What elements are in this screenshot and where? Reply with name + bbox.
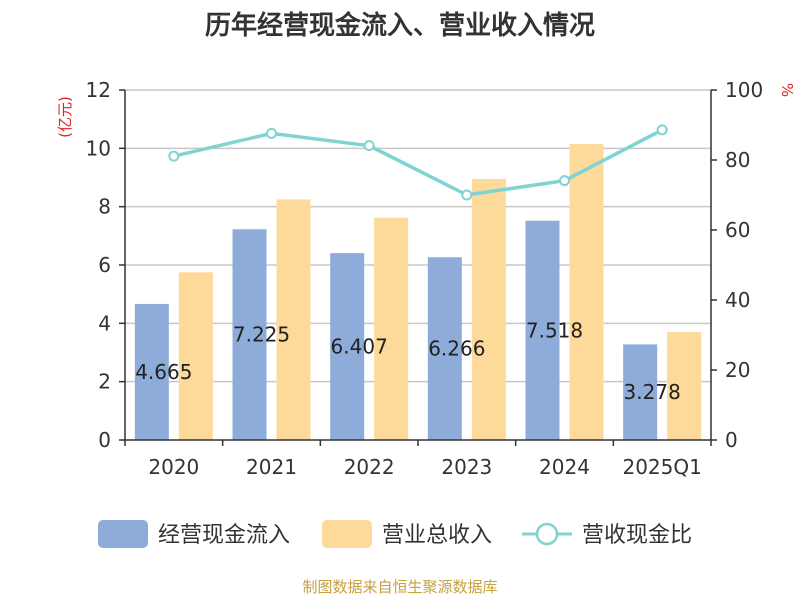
bar (330, 253, 365, 440)
x-tick-label: 2021 (246, 455, 297, 479)
left-tick-label: 0 (98, 428, 111, 452)
legend-marker (535, 522, 559, 546)
x-tick-label: 2023 (441, 455, 492, 479)
legend-label: 营业总收入 (382, 523, 492, 548)
left-axis-unit: (亿元) (56, 96, 74, 138)
bar (178, 272, 213, 440)
legend-label: 营收现金比 (582, 523, 692, 548)
left-tick-label: 4 (98, 311, 111, 335)
chart-title: 历年经营现金流入、营业收入情况 (205, 10, 595, 41)
right-tick-label: 0 (725, 428, 738, 452)
right-tick-label: 20 (725, 358, 750, 382)
data-labels: 4.665 7.225 6.407 6.266 7.518 3.278 (135, 318, 681, 404)
bar (667, 332, 702, 440)
left-tick-label: 10 (86, 136, 111, 160)
bar (276, 199, 311, 440)
right-tick-label: 60 (725, 218, 750, 242)
x-tick-label: 2022 (344, 455, 395, 479)
data-label: 3.278 (624, 380, 681, 404)
ratio-point (363, 140, 375, 152)
ratio-polyline (173, 128, 663, 197)
bar (134, 303, 169, 440)
legend: 经营现金流入 营业总收入 营收现金比 (98, 520, 692, 548)
legend-swatch (98, 520, 148, 548)
ratio-point (656, 124, 668, 136)
right-axis-unit: % (778, 83, 796, 97)
bar (427, 257, 462, 440)
right-tick-label: 40 (725, 288, 750, 312)
bar (232, 229, 267, 440)
data-label: 6.266 (428, 337, 485, 361)
left-tick-label: 6 (98, 253, 111, 277)
ratio-line (168, 124, 668, 201)
bar (569, 143, 604, 441)
axes: 0 2 4 6 8 10 12 0 20 40 60 80 100 2020 2021 2022 2023 202… (86, 78, 764, 479)
right-tick-label: 80 (725, 148, 750, 172)
ratio-point (168, 150, 180, 162)
x-tick-label: 2020 (148, 455, 199, 479)
legend-swatch (322, 520, 372, 548)
left-tick-label: 2 (98, 370, 111, 394)
x-tick-label: 2025Q1 (622, 455, 701, 479)
bar (525, 220, 560, 440)
data-label: 4.665 (135, 360, 192, 384)
right-tick-label: 100 (725, 78, 763, 102)
ratio-point (461, 189, 473, 201)
data-label: 7.225 (233, 323, 290, 347)
left-tick-label: 12 (86, 78, 111, 102)
ratio-point (266, 127, 277, 139)
bar (374, 217, 409, 440)
x-tick-label: 2024 (539, 455, 590, 479)
data-label: 6.407 (331, 335, 388, 359)
grid-lines (125, 89, 711, 383)
bar (623, 344, 658, 440)
bars (134, 143, 702, 441)
data-source: 制图数据来自恒生聚源数据库 (302, 578, 497, 596)
ratio-point (559, 175, 570, 187)
legend-label: 经营现金流入 (158, 523, 290, 548)
data-label: 7.518 (526, 318, 583, 342)
bar (471, 178, 506, 441)
left-tick-label: 8 (98, 195, 111, 219)
